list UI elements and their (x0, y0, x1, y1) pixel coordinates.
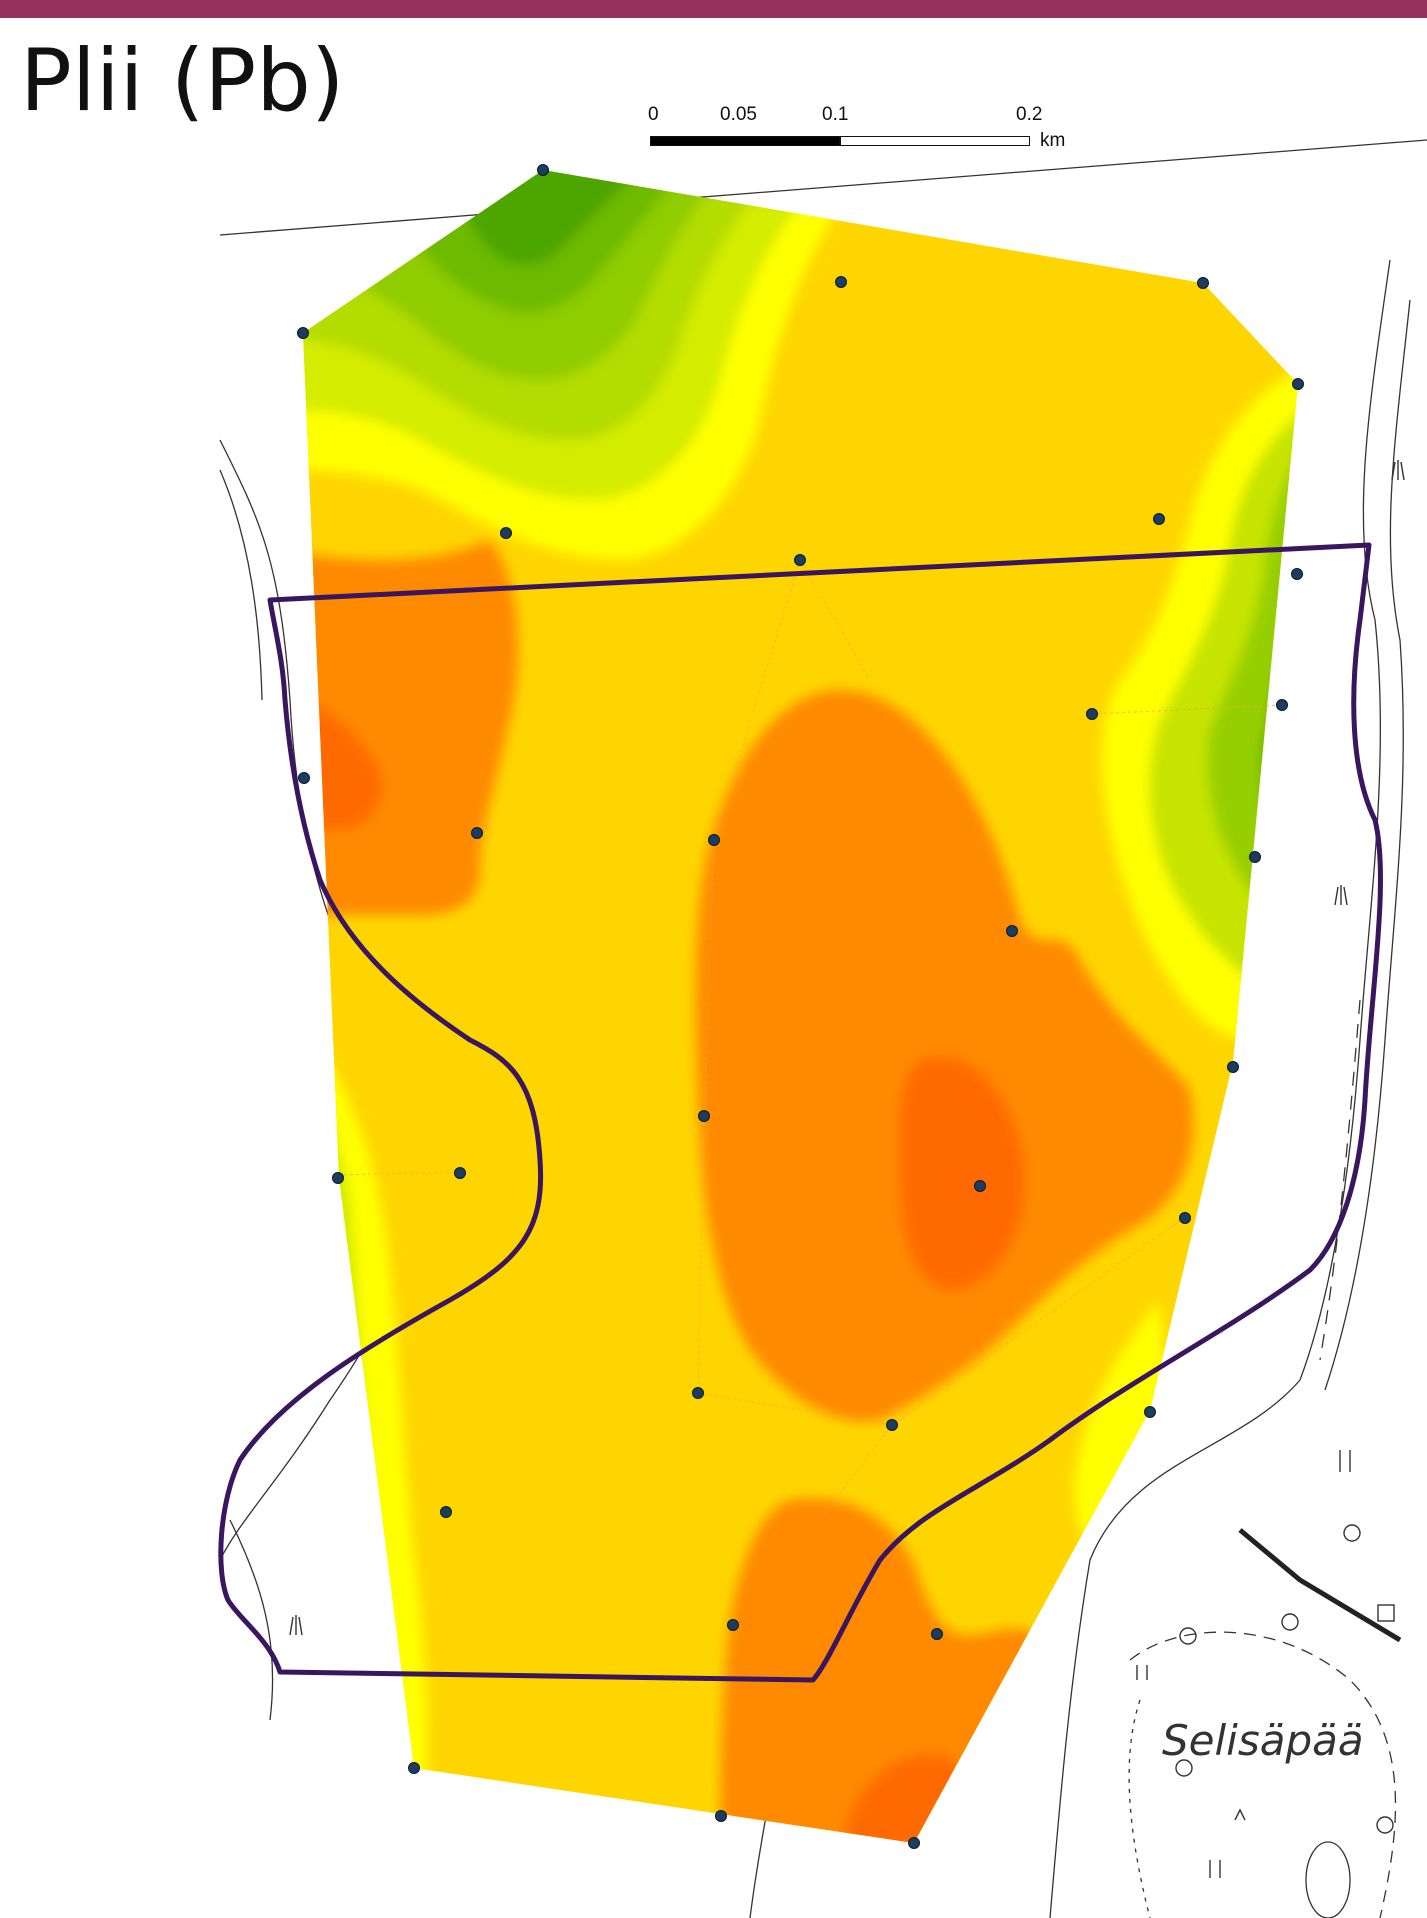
sample-point[interactable] (1197, 277, 1209, 289)
sample-point[interactable] (692, 1387, 704, 1399)
scale-tick-3: 0.2 (1016, 104, 1043, 125)
scale-bar: 0 0.05 0.1 0.2 km (640, 104, 1080, 164)
sample-point[interactable] (332, 1172, 344, 1184)
scale-tick-0: 0 (648, 104, 659, 125)
sample-point[interactable] (908, 1837, 920, 1849)
sample-point[interactable] (1006, 925, 1018, 937)
sample-point[interactable] (440, 1506, 452, 1518)
sample-point[interactable] (500, 527, 512, 539)
sample-point[interactable] (454, 1167, 466, 1179)
sample-point[interactable] (1153, 513, 1165, 525)
study-area-boundary[interactable] (218, 542, 1383, 1683)
sample-point[interactable] (886, 1419, 898, 1431)
scale-tick-1: 0.05 (720, 104, 757, 125)
sample-point[interactable] (1249, 851, 1261, 863)
sample-point[interactable] (794, 554, 806, 566)
concentration-surface (303, 170, 1298, 1843)
sample-point[interactable] (1276, 699, 1288, 711)
sample-point[interactable] (835, 276, 847, 288)
sample-point[interactable] (715, 1810, 727, 1822)
sample-point[interactable] (727, 1619, 739, 1631)
map-symbols (289, 460, 1405, 1878)
sample-point[interactable] (931, 1628, 943, 1640)
scale-bar-black (650, 136, 840, 146)
sample-point[interactable] (1144, 1406, 1156, 1418)
header-bar (0, 0, 1427, 18)
sample-point[interactable] (1227, 1061, 1239, 1073)
triangulation (337, 559, 1284, 1521)
sample-point[interactable] (1086, 708, 1098, 720)
scale-bar-white (840, 136, 1030, 146)
page-title: Plii (Pb) (20, 31, 345, 131)
sample-point[interactable] (698, 1110, 710, 1122)
sample-point[interactable] (1179, 1212, 1191, 1224)
sample-point[interactable] (708, 834, 720, 846)
sample-point[interactable] (471, 827, 483, 839)
sample-point[interactable] (297, 327, 309, 339)
place-name-label: Selisäpää (1162, 1716, 1364, 1765)
scale-unit: km (1040, 130, 1066, 151)
sample-point[interactable] (298, 772, 310, 784)
sample-points (297, 164, 1304, 1849)
sample-point[interactable] (1291, 568, 1303, 580)
sample-point[interactable] (974, 1180, 986, 1192)
scale-tick-2: 0.1 (822, 104, 849, 125)
sample-point[interactable] (537, 164, 549, 176)
sample-point[interactable] (1292, 378, 1304, 390)
sample-point[interactable] (408, 1762, 420, 1774)
